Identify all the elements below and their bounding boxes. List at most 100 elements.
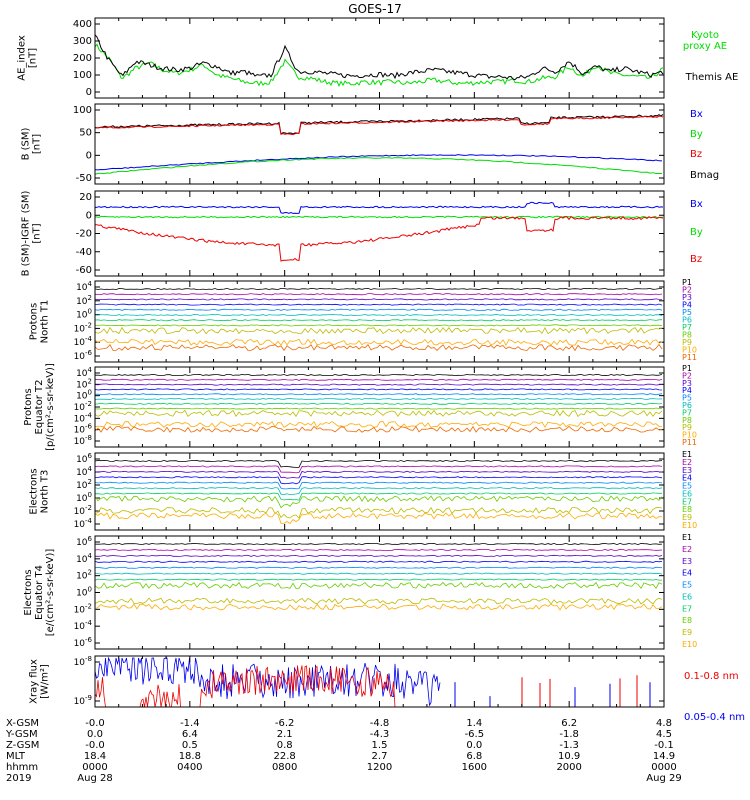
series-line bbox=[94, 293, 663, 296]
axis-value: 0000 bbox=[651, 762, 676, 773]
legend-e5: E5 bbox=[682, 581, 692, 590]
row-label: Y-GSM bbox=[5, 729, 38, 740]
series-line bbox=[94, 338, 663, 347]
legend-short-wave: 0.1-0.8 nm bbox=[684, 671, 739, 682]
legend-p11: P11 bbox=[682, 353, 697, 362]
legend-bz: Bz bbox=[690, 149, 702, 160]
y-axis-label-line: North T1 bbox=[40, 300, 51, 344]
y-axis-label-line: Electrons bbox=[29, 468, 40, 514]
legend-p11: P11 bbox=[682, 438, 697, 447]
axis-value: 0800 bbox=[272, 762, 297, 773]
y-axis-label-line: B (SM) bbox=[21, 127, 32, 160]
y-tick-label: 100 bbox=[76, 389, 92, 402]
xray-short-line bbox=[94, 665, 396, 708]
axis-value: 0.5 bbox=[182, 740, 198, 751]
axis-value: Aug 28 bbox=[77, 773, 112, 784]
y-axis-label-line: Xray flux bbox=[29, 659, 40, 704]
y-axis-label: Xray flux [W/m²] bbox=[29, 659, 51, 704]
axis-value: -1.3 bbox=[559, 740, 579, 751]
y-axis-label-line: Equator T2 bbox=[34, 380, 45, 435]
y-tick-label: -40 bbox=[76, 247, 92, 258]
axis-value: 0000 bbox=[82, 762, 107, 773]
axis-value: 6.2 bbox=[561, 718, 577, 729]
bz-line bbox=[94, 115, 664, 136]
legend-e8: E8 bbox=[682, 505, 692, 514]
axis-value: 0400 bbox=[177, 762, 202, 773]
axis-value: -1.4 bbox=[180, 718, 200, 729]
y-tick-label: 10-2 bbox=[74, 602, 92, 615]
legend-p7: P7 bbox=[682, 323, 692, 332]
series-line bbox=[94, 560, 663, 563]
series-line bbox=[95, 373, 663, 377]
y-tick-label: 10-6 bbox=[74, 423, 93, 436]
legend-by: By bbox=[690, 227, 703, 238]
legend-e4: E4 bbox=[682, 569, 692, 578]
axis-value: 22.8 bbox=[274, 751, 296, 762]
legend-e1: E1 bbox=[682, 533, 692, 542]
series-line bbox=[94, 459, 663, 468]
series-line bbox=[94, 476, 663, 485]
series-line bbox=[94, 470, 663, 479]
series-line bbox=[94, 326, 663, 335]
legend-p1: P1 bbox=[682, 278, 692, 287]
axis-value: 0.8 bbox=[277, 740, 293, 751]
legend-e8: E8 bbox=[682, 616, 692, 625]
y-tick-label: 102 bbox=[76, 294, 92, 307]
y-tick-label: 200 bbox=[73, 53, 92, 64]
panel-xray: 10-8 10-9 Xray flux [W/m²] 0.1-0.8 nm 0.05-0.… bbox=[29, 655, 746, 723]
axis-value: -0.0 bbox=[85, 718, 105, 729]
series-line bbox=[94, 487, 663, 496]
legend-bmag: Bmag bbox=[690, 170, 719, 181]
y-tick-label: 100 bbox=[76, 586, 92, 599]
series-line bbox=[94, 506, 663, 519]
series-line bbox=[94, 425, 663, 433]
legend-kyoto-2: proxy AE bbox=[683, 41, 727, 52]
panel-frame bbox=[94, 535, 665, 650]
y-tick-label: 106 bbox=[76, 452, 92, 465]
y-axis-label: Electrons North T3 bbox=[29, 468, 51, 514]
y-tick-label: 20 bbox=[79, 192, 92, 203]
axis-value: 1.4 bbox=[466, 718, 482, 729]
y-tick-label: 100 bbox=[76, 308, 92, 321]
y-tick-label: 104 bbox=[76, 366, 92, 379]
series-line bbox=[94, 313, 663, 317]
y-tick-label: 10-9 bbox=[74, 694, 92, 707]
y-axis-label: B (SM)-IGRF (SM) [nT] bbox=[21, 191, 43, 277]
axis-value: 2.7 bbox=[372, 751, 388, 762]
series-line bbox=[94, 492, 662, 501]
series-line bbox=[94, 388, 663, 391]
legend-p6: P6 bbox=[682, 316, 692, 325]
series-line bbox=[94, 597, 663, 605]
legend-e7: E7 bbox=[682, 604, 692, 613]
y-tick-label: 400 bbox=[73, 19, 92, 30]
series-line bbox=[94, 581, 663, 590]
legend-p7: P7 bbox=[682, 408, 692, 417]
legend-p4: P4 bbox=[682, 386, 692, 395]
legend-themis: Themis AE bbox=[685, 72, 739, 83]
panel-frame bbox=[94, 452, 665, 531]
panel-b-igrf: 20 0 -20 -40 -60 B (SM)-IGRF (SM) [nT] Bx By Bz bbox=[21, 190, 703, 277]
legend-kyoto: Kyoto bbox=[691, 30, 719, 41]
series-line bbox=[94, 407, 663, 410]
legend-p6: P6 bbox=[682, 401, 692, 410]
y-tick-label: 10-6 bbox=[74, 636, 93, 649]
axis-value: -0.0 bbox=[85, 740, 105, 751]
series-line bbox=[94, 34, 664, 81]
axis-value: 4.8 bbox=[656, 718, 672, 729]
y-tick-label: 10-8 bbox=[74, 655, 92, 668]
legend-e10: E10 bbox=[682, 640, 697, 649]
y-tick-label: 102 bbox=[76, 377, 92, 390]
axis-value: -1.8 bbox=[559, 729, 579, 740]
axis-value: 18.4 bbox=[84, 751, 106, 762]
axis-value: 2000 bbox=[556, 762, 581, 773]
y-tick-label: 102 bbox=[76, 569, 92, 582]
row-label: hhmm bbox=[6, 762, 38, 773]
row-label: 2019 bbox=[6, 773, 31, 784]
panel-frame bbox=[94, 366, 665, 448]
legend-p9: P9 bbox=[682, 338, 692, 347]
panel-b-sm: 100 50 0 -50 B (SM) [nT] Bx By Bz Bmag bbox=[21, 103, 719, 185]
series-line bbox=[94, 572, 663, 575]
legend-p10: P10 bbox=[682, 346, 697, 355]
series-line bbox=[94, 542, 663, 546]
